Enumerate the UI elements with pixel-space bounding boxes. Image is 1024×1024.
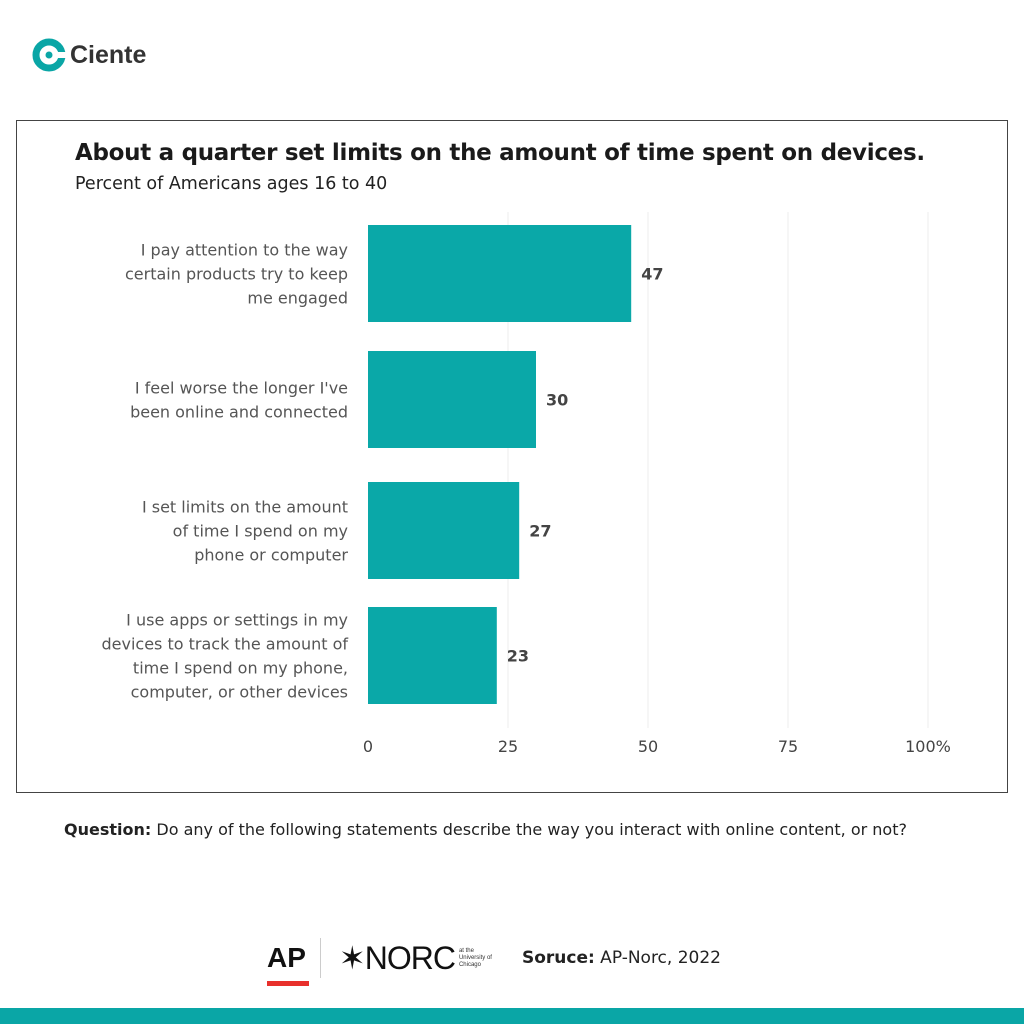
x-tick-label: 100%: [905, 737, 951, 756]
x-tick-label: 25: [498, 737, 518, 756]
bar-value-label: 30: [546, 391, 568, 410]
bar-value-label: 27: [529, 522, 551, 541]
ap-logo-text: AP: [267, 942, 306, 973]
bar: [368, 607, 497, 704]
norc-logo-text: NORC: [364, 939, 456, 976]
norc-subtext: at the University of Chicago: [459, 948, 492, 969]
category-label: devices to track the amount of: [101, 635, 348, 654]
category-label: certain products try to keep: [125, 265, 348, 284]
bar: [368, 351, 536, 448]
bar: [368, 225, 632, 322]
category-label: time I spend on my phone,: [133, 659, 348, 678]
norc-star-icon: ✶: [338, 940, 366, 976]
norc-logo: ✶ NORC at the University of Chicago: [339, 939, 492, 977]
norc-sub-line: at the: [458, 947, 474, 954]
chart-title: About a quarter set limits on the amount…: [75, 140, 925, 166]
category-label: I pay attention to the way: [141, 241, 348, 260]
source-value: AP-Norc, 2022: [594, 948, 721, 968]
bar-chart: 0 25 50 75 100% 47 I pay attention to the way c…: [101, 212, 951, 756]
ciente-logo: Ciente: [32, 38, 146, 72]
ap-logo-bar: [267, 981, 309, 986]
x-tick-label: 0: [363, 737, 373, 756]
category-label: I use apps or settings in my: [126, 611, 348, 630]
category-label: computer, or other devices: [131, 683, 348, 702]
category-label: I set limits on the amount: [142, 498, 348, 517]
category-label: I feel worse the longer I've: [135, 379, 348, 398]
x-tick-label: 75: [778, 737, 798, 756]
question-body: Do any of the following statements descr…: [151, 820, 907, 839]
brand-name: Ciente: [70, 40, 147, 69]
norc-sub-line: Chicago: [458, 961, 481, 968]
source-text: Soruce: AP-Norc, 2022: [522, 948, 721, 968]
ap-logo: AP: [267, 942, 309, 986]
category-label: phone or computer: [194, 546, 348, 565]
footer: AP ✶ NORC at the University of Chicago S…: [267, 938, 721, 986]
chart-subtitle: Percent of Americans ages 16 to 40: [75, 174, 388, 194]
chart-frame: [16, 120, 1008, 793]
source-label: Soruce:: [521, 948, 595, 968]
bar: [368, 482, 520, 579]
category-label: me engaged: [247, 289, 348, 308]
question-text: Question: Do any of the following statem…: [64, 817, 944, 843]
category-label: of time I spend on my: [173, 522, 348, 541]
bottom-accent-bar: [0, 1008, 1024, 1024]
divider: [319, 938, 321, 978]
bar-value-label: 47: [641, 265, 663, 284]
ciente-logo-icon: [32, 38, 66, 72]
x-tick-label: 50: [638, 737, 658, 756]
category-label: been online and connected: [130, 403, 348, 422]
bar-value-label: 23: [507, 647, 529, 666]
question-label: Question:: [64, 820, 152, 839]
norc-sub-line: University of: [458, 954, 492, 961]
